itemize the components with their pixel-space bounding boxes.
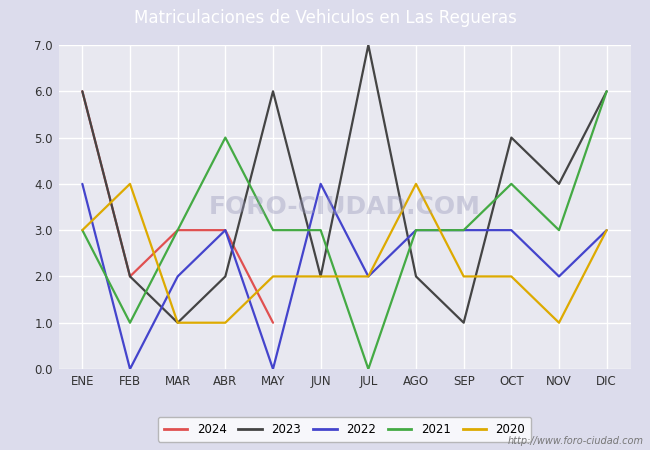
Text: http://www.foro-ciudad.com: http://www.foro-ciudad.com [508,436,644,446]
Legend: 2024, 2023, 2022, 2021, 2020: 2024, 2023, 2022, 2021, 2020 [158,417,531,442]
Text: FORO-CIUDAD.COM: FORO-CIUDAD.COM [209,195,480,219]
Text: Matriculaciones de Vehiculos en Las Regueras: Matriculaciones de Vehiculos en Las Regu… [133,9,517,27]
